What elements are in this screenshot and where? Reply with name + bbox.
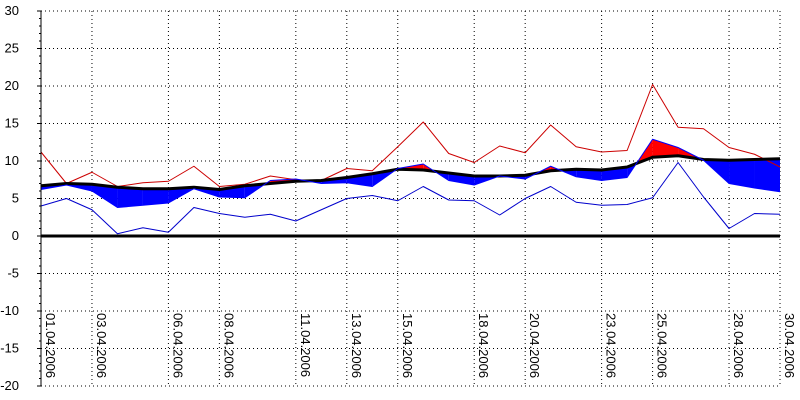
y-tick-label: -15 bbox=[0, 341, 19, 356]
x-tick-label: 20.04.2006 bbox=[527, 313, 542, 378]
x-tick-label: 13.04.2006 bbox=[349, 313, 364, 378]
y-tick-label: 20 bbox=[5, 78, 19, 93]
x-tick-label: 23.04.2006 bbox=[604, 313, 619, 378]
y-tick-label: 15 bbox=[5, 116, 19, 131]
x-tick-label: 06.04.2006 bbox=[170, 313, 185, 378]
axes bbox=[37, 10, 780, 387]
series-lines bbox=[40, 84, 781, 235]
x-tick-label: 28.04.2006 bbox=[731, 313, 746, 378]
series-line-blue-upper bbox=[40, 138, 781, 208]
grid bbox=[40, 10, 781, 387]
y-tick-label: 30 bbox=[5, 3, 19, 18]
x-tick-label: 25.04.2006 bbox=[655, 313, 670, 378]
series-line-red bbox=[40, 84, 781, 187]
y-tick-label: 10 bbox=[5, 153, 19, 168]
y-tick-label: -20 bbox=[0, 378, 19, 393]
y-tick-label: -5 bbox=[7, 266, 19, 281]
y-tick-label: 25 bbox=[5, 41, 19, 56]
x-tick-label: 08.04.2006 bbox=[221, 313, 236, 378]
anomaly-band bbox=[41, 139, 780, 208]
band-below-segment bbox=[754, 158, 780, 192]
y-tick-label: 5 bbox=[12, 191, 19, 206]
x-tick-labels: 01.04.2006 03.04.2006 06.04.2006 08.04.2006… bbox=[43, 313, 797, 378]
x-tick-label: 15.04.2006 bbox=[400, 313, 415, 378]
band-below-segment bbox=[117, 187, 143, 208]
y-tick-label: 0 bbox=[12, 228, 19, 243]
y-tick-labels: 30 25 20 15 10 5 0 -5 -10 -15 -20 bbox=[0, 3, 19, 393]
x-tick-label: 01.04.2006 bbox=[43, 313, 58, 378]
band-above-segment bbox=[652, 139, 679, 158]
band-below-segment bbox=[729, 159, 755, 188]
x-tick-label: 11.04.2006 bbox=[298, 313, 313, 377]
x-tick-label: 03.04.2006 bbox=[94, 313, 109, 378]
band-below-segment bbox=[142, 188, 169, 206]
x-tick-label: 18.04.2006 bbox=[476, 313, 491, 378]
y-tick-label: -10 bbox=[0, 303, 19, 318]
band-below-segment bbox=[91, 184, 118, 208]
series-line-blue-lower bbox=[40, 162, 781, 235]
x-tick-label: 30.04.2006 bbox=[782, 313, 797, 378]
series-line-black bbox=[40, 154, 781, 191]
